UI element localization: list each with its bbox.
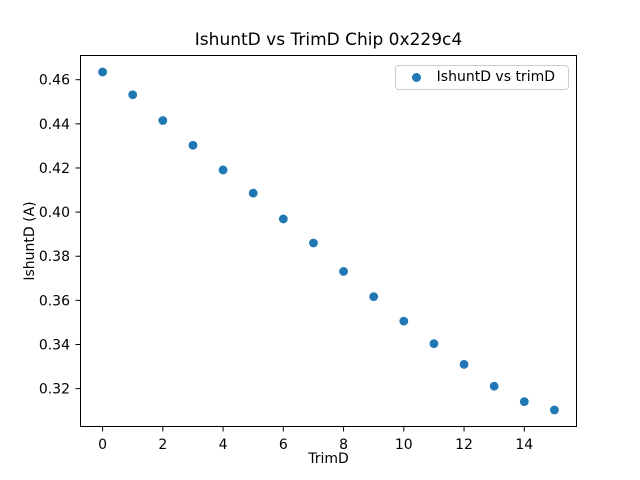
- x-tick-label: 6: [279, 437, 288, 453]
- scatter-point: [98, 67, 107, 77]
- scatter-point: [339, 267, 348, 276]
- scatter-point: [278, 214, 288, 224]
- scatter-point: [309, 238, 318, 248]
- axes-frame: [80, 55, 577, 427]
- x-axis-label: TrimD: [308, 451, 349, 467]
- y-tick-label: 0.42: [39, 161, 70, 177]
- x-tick-label: 12: [455, 437, 473, 453]
- scatter-point: [248, 188, 258, 198]
- plot-area: 0 2 4 6 8 10 12 14 0.32 0.34 0.36 0.38 0.40 0.42 0.44 0…: [39, 55, 577, 453]
- scatter-point: [459, 359, 469, 369]
- chart-title: IshuntD vs TrimD Chip 0x229c4: [194, 30, 463, 50]
- legend: IshuntD vs trimD: [394, 65, 569, 90]
- y-tick-label: 0.34: [39, 337, 70, 353]
- x-tick-label: 2: [158, 437, 167, 453]
- legend-marker-icon: [411, 73, 421, 82]
- y-tick-label: 0.38: [39, 249, 70, 265]
- y-tick-label: 0.46: [39, 73, 70, 89]
- y-tick-label: 0.32: [39, 382, 70, 398]
- y-tick-label: 0.44: [39, 117, 70, 133]
- x-tick-label: 4: [219, 437, 228, 453]
- x-tick-label: 0: [98, 437, 107, 453]
- x-tick-label: 14: [515, 437, 533, 453]
- scatter-point: [369, 292, 379, 302]
- scatter-point: [158, 116, 168, 125]
- scatter-point: [519, 397, 529, 407]
- scatter-point: [429, 339, 439, 348]
- y-tick-label: 0.40: [39, 205, 70, 221]
- x-tick-label: 10: [395, 437, 413, 453]
- x-tick-label: 8: [339, 437, 348, 453]
- y-axis-label: IshuntD (A): [22, 201, 38, 281]
- scatter-point: [218, 165, 228, 175]
- scatter-point: [399, 316, 409, 326]
- scatter-point: [489, 381, 499, 391]
- y-tick-label: 0.36: [39, 293, 70, 309]
- scatter-point: [550, 405, 559, 415]
- scatter-point: [128, 90, 138, 100]
- legend-label: IshuntD vs trimD: [436, 69, 555, 85]
- scatter-plot-canvas: 0 2 4 6 8 10 12 14 0.32 0.34 0.36 0.38 0.40 0.42 0.44 0…: [39, 55, 577, 453]
- scatter-point: [188, 140, 198, 150]
